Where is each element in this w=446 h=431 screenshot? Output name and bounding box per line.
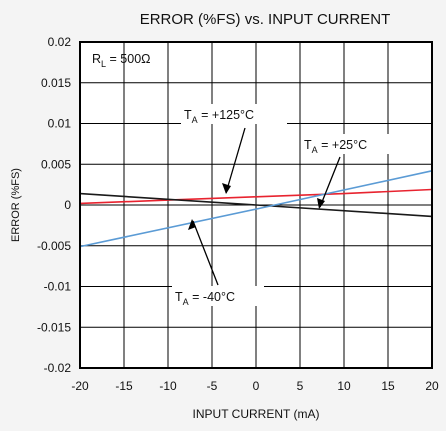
x-tick-labels: -20 -15 -10 -5 0 5 10 15 20: [71, 379, 439, 393]
y-tick-label: 0.005: [41, 157, 71, 171]
series-lines: [79, 170, 433, 248]
annotation-tm40: TA = -40°C: [175, 290, 235, 307]
annotation-t125: TA = +125°C: [184, 108, 254, 125]
y-tick-label: 0: [64, 198, 71, 212]
y-tick-label: -0.005: [37, 239, 71, 253]
y-tick-label: -0.02: [44, 361, 72, 375]
x-tick-label: 5: [297, 379, 304, 393]
x-tick-label: 15: [381, 379, 395, 393]
annotation-125-bg: [181, 104, 287, 124]
y-tick-label: 0.02: [48, 35, 72, 49]
x-tick-label: -15: [115, 379, 133, 393]
y-tick-labels: 0.02 0.015 0.01 0.005 0 -0.005 -0.01 -0.015 -0.0…: [37, 35, 71, 375]
arrowhead-m40: [188, 219, 196, 230]
arrow-125: [225, 127, 246, 194]
x-tick-label: 20: [425, 379, 439, 393]
y-tick-label: -0.015: [37, 320, 71, 334]
series-line-2: [79, 192, 433, 218]
arrowhead-25: [317, 198, 325, 209]
y-tick-label: 0.015: [41, 76, 71, 90]
arrowhead-125: [222, 183, 231, 194]
x-tick-label: -10: [159, 379, 177, 393]
y-axis-label: ERROR (%FS): [10, 168, 22, 242]
chart-title: ERROR (%FS) vs. INPUT CURRENT: [140, 11, 391, 28]
x-tick-label: -5: [207, 379, 218, 393]
x-tick-label: -20: [71, 379, 89, 393]
annotation-rl: RL = 500Ω: [92, 52, 151, 69]
x-tick-label: 0: [253, 379, 260, 393]
annotation-m40-bg: [172, 286, 264, 306]
arrow-25: [319, 156, 341, 208]
y-tick-label: 0.01: [48, 117, 72, 131]
series-line-3: [79, 170, 433, 248]
annotation-t25: TA = +25°C: [304, 138, 367, 155]
plot-frame: [79, 41, 433, 369]
arrow-m40: [192, 220, 219, 286]
x-tick-label: 10: [337, 379, 351, 393]
x-axis-label: INPUT CURRENT (mA): [193, 407, 320, 421]
y-tick-label: -0.01: [44, 280, 72, 294]
series-line-1: [79, 188, 433, 205]
annotation-25-bg: [301, 134, 399, 154]
